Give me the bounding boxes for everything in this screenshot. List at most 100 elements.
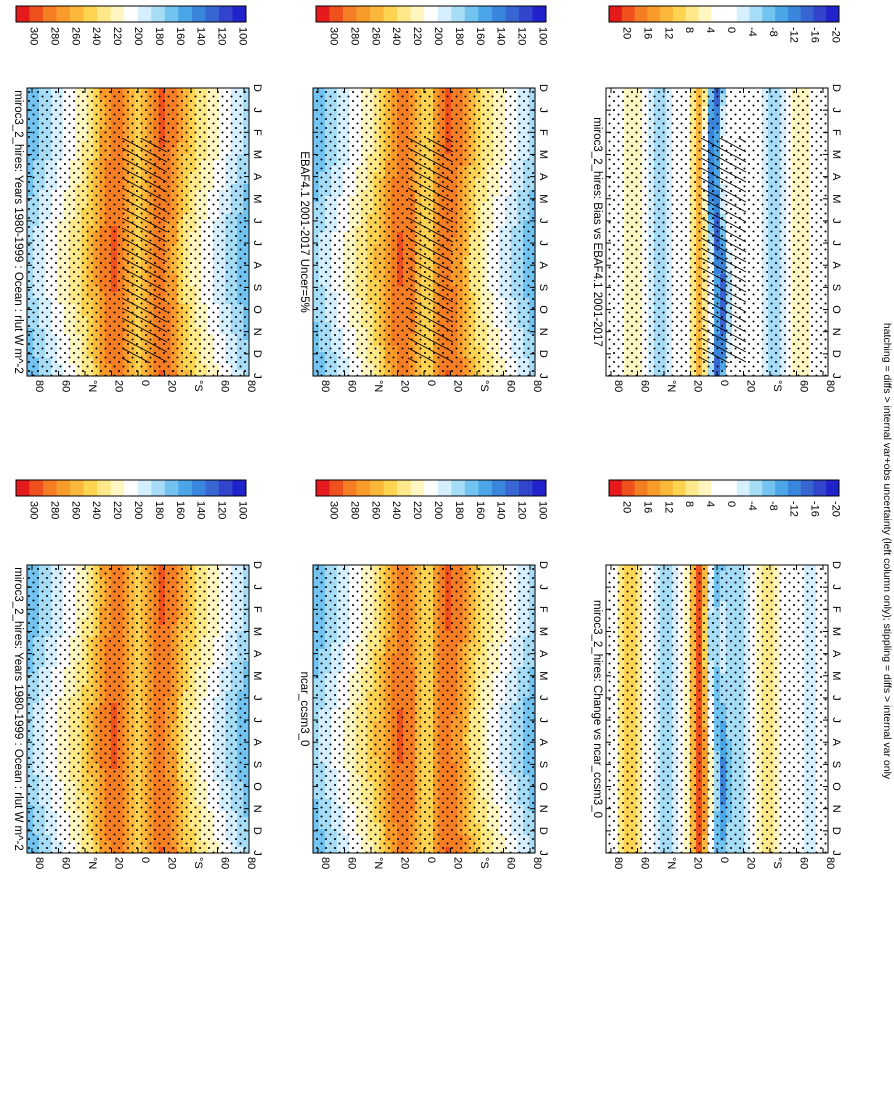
hatch-line — [408, 217, 453, 243]
hatch-line — [139, 138, 167, 153]
hatch-line — [122, 187, 167, 213]
hatch-line — [122, 357, 133, 363]
hatch-line — [408, 237, 453, 263]
hatch-line — [122, 267, 167, 293]
colorbar-label: 100 — [237, 27, 249, 45]
colorbar-label: 200 — [432, 27, 444, 45]
lat-tick-label: 0 — [139, 380, 151, 386]
hatch-line — [408, 147, 453, 173]
hatch-line — [122, 458, 167, 482]
hatch-line — [408, 187, 453, 213]
colorbar-swatch — [137, 6, 152, 22]
colorbar-label: 160 — [174, 27, 186, 45]
hatch-line — [122, 388, 167, 412]
hatch-line — [122, 157, 167, 183]
hatch-line — [408, 528, 453, 552]
time-tick-label: J — [251, 107, 263, 113]
hatch-line — [408, 257, 453, 283]
colorbar-swatch — [329, 6, 344, 22]
colorbar-label: 120 — [516, 27, 528, 45]
colorbar-label: 280 — [48, 27, 60, 45]
colorbar-label: 300 — [28, 27, 40, 45]
panel-title: miroc3_2_hires: Years 1980-1999 : Ocean … — [12, 90, 24, 373]
colorbar-swatch — [43, 6, 57, 22]
hatch-line — [408, 297, 453, 323]
time-tick-label: D — [537, 350, 549, 358]
time-tick-label: J — [537, 107, 549, 113]
time-tick-label: J — [537, 218, 549, 224]
colorbar-left-mid: 300 280 260 240 220 200 180 160 140 120 100 — [315, 5, 549, 45]
hatch-line — [408, 327, 453, 353]
colorbar-swatch — [316, 6, 330, 22]
colorbar-swatch — [151, 6, 166, 22]
time-tick-label: F — [251, 129, 263, 136]
time-tick-label: S — [251, 284, 263, 291]
colorbar-label: 280 — [348, 27, 360, 45]
lat-tick-label: 0 — [425, 380, 437, 386]
hatch-line — [408, 167, 453, 193]
hatch-line — [408, 398, 453, 422]
hatch-line — [122, 197, 167, 223]
time-tick-label: S — [537, 284, 549, 291]
colorbar-swatch — [478, 6, 493, 22]
time-tick-label: D — [251, 84, 263, 92]
hatch-line — [408, 438, 453, 462]
hatch-line — [122, 58, 167, 82]
hatch-line — [408, 177, 453, 203]
colorbar-swatch — [178, 6, 193, 22]
hatch-line — [122, 408, 167, 432]
time-tick-label: O — [537, 305, 549, 314]
colorbar-swatch — [29, 6, 44, 22]
colorbar-swatch — [424, 6, 439, 22]
lat-tick-label: 20 — [113, 380, 125, 392]
colorbar-label: 260 — [369, 27, 381, 45]
hatch-line — [408, 207, 453, 233]
hatch-line — [408, 317, 453, 343]
hatch-line — [408, 428, 453, 452]
time-tick-label: J — [251, 373, 263, 379]
lat-tick-label: 80 — [245, 380, 257, 392]
hatch-line — [408, 247, 453, 273]
hatch-line — [408, 408, 453, 432]
hatch-line — [122, 347, 152, 363]
hatch-line — [122, 307, 167, 333]
colorbar-swatch — [110, 6, 125, 22]
lat-tick-label: °N — [372, 380, 384, 392]
time-tick-label: F — [537, 129, 549, 136]
hatch-line — [122, 448, 167, 472]
colorbar-label: 220 — [111, 27, 123, 45]
hatch-line — [122, 297, 167, 323]
lat-tick-label: 60 — [219, 380, 231, 392]
colorbar-swatch — [532, 6, 547, 22]
lat-tick-label: 60 — [505, 380, 517, 392]
lat-tick-label: 80 — [319, 380, 331, 392]
colorbar-swatch — [70, 6, 84, 22]
colorbar-swatch — [383, 6, 398, 22]
hatch-line — [408, 357, 419, 363]
colorbar-label: 220 — [411, 27, 423, 45]
hatch-line — [122, 277, 167, 303]
time-tick-label: J — [537, 240, 549, 246]
hatch-line — [408, 448, 453, 472]
lat-tick-label: 80 — [33, 380, 45, 392]
colorbar-swatch — [218, 6, 233, 22]
colorbar-swatch — [16, 6, 30, 22]
colorbar-swatch — [83, 6, 98, 22]
hatch-line — [408, 388, 453, 412]
colorbar-label: 240 — [90, 27, 102, 45]
colorbar-label: 140 — [195, 27, 207, 45]
colorbar-swatch — [191, 6, 206, 22]
colorbar-swatch — [56, 6, 71, 22]
time-tick-label: A — [537, 262, 549, 270]
hatch-line — [408, 138, 453, 163]
colorbar-swatch — [164, 6, 179, 22]
hatch-line — [408, 267, 453, 293]
hatch-line — [122, 247, 167, 273]
hatch-line — [122, 147, 167, 173]
hatch-line — [122, 418, 167, 442]
time-tick-label: N — [251, 328, 263, 336]
